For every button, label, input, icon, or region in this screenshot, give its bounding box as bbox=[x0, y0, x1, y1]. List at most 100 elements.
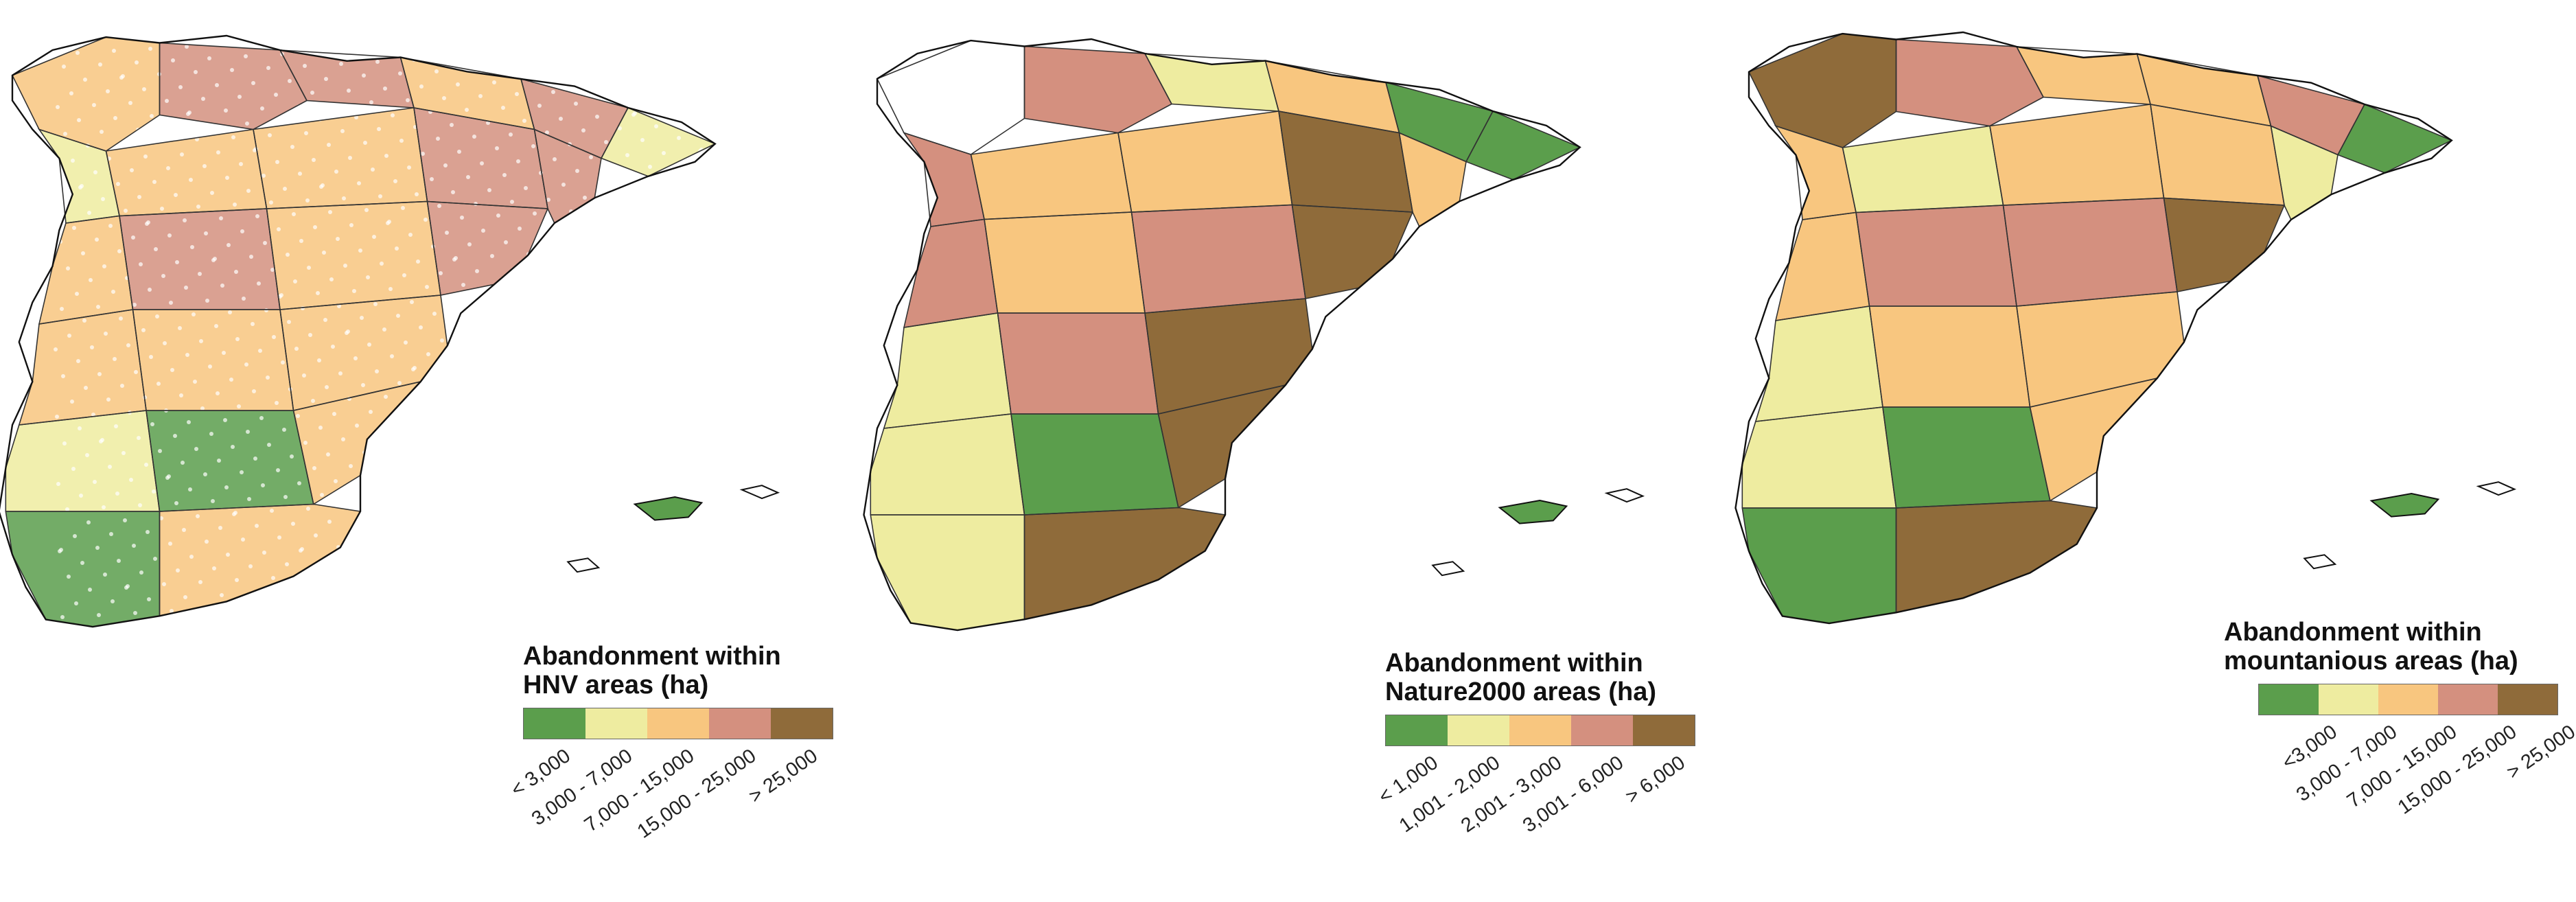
texture-dot bbox=[513, 334, 517, 338]
texture-dot bbox=[393, 489, 397, 493]
texture-dot bbox=[271, 576, 275, 580]
texture-dot bbox=[492, 80, 496, 84]
texture-dot bbox=[385, 462, 389, 466]
region-area bbox=[1024, 46, 1172, 133]
texture-dot bbox=[704, 349, 708, 354]
texture-dot bbox=[359, 625, 363, 627]
texture-dot bbox=[548, 265, 552, 269]
texture-dot bbox=[640, 138, 645, 142]
texture-dot bbox=[304, 131, 308, 135]
texture-dot bbox=[363, 141, 367, 145]
texture-dot bbox=[347, 89, 351, 93]
texture-dot bbox=[88, 588, 92, 592]
texture-dot bbox=[445, 539, 450, 543]
texture-dot bbox=[498, 40, 502, 44]
texture-dot bbox=[481, 229, 485, 233]
texture-dot bbox=[739, 280, 743, 284]
texture-dot bbox=[430, 177, 434, 181]
region-area bbox=[877, 41, 1025, 154]
texture-dot bbox=[721, 469, 726, 473]
texture-dot bbox=[406, 98, 410, 102]
texture-dot bbox=[196, 514, 200, 518]
texture-dot bbox=[120, 384, 124, 388]
texture-dot bbox=[732, 321, 736, 325]
texture-dot bbox=[442, 96, 446, 100]
texture-dot bbox=[331, 345, 335, 349]
texture-dot bbox=[675, 378, 679, 382]
texture-dot bbox=[121, 451, 126, 455]
texture-dot bbox=[731, 253, 735, 257]
texture-dot bbox=[496, 523, 500, 527]
region-border bbox=[1023, 45, 1173, 134]
texture-dot bbox=[607, 583, 612, 587]
texture-dot bbox=[266, 375, 270, 380]
texture-dot bbox=[607, 275, 611, 279]
texture-dot bbox=[322, 251, 326, 255]
texture-dot bbox=[283, 187, 287, 191]
texture-dot bbox=[382, 327, 386, 332]
texture-dot bbox=[467, 552, 471, 556]
region-border bbox=[159, 42, 308, 130]
texture-dot bbox=[464, 417, 468, 421]
texture-dot bbox=[102, 505, 106, 509]
texture-dot bbox=[348, 156, 352, 160]
texture-dot bbox=[175, 260, 179, 264]
texture-dot bbox=[70, 400, 74, 404]
texture-dot bbox=[450, 123, 454, 127]
texture-dot bbox=[199, 339, 203, 343]
texture-dot bbox=[433, 620, 437, 624]
texture-dot bbox=[726, 361, 730, 365]
texture-dot bbox=[632, 421, 636, 425]
texture-dot bbox=[534, 279, 538, 283]
texture-dot bbox=[281, 119, 286, 124]
texture-dot bbox=[112, 49, 116, 53]
texture-dot bbox=[297, 481, 301, 485]
texture-dot bbox=[505, 308, 509, 312]
legend-color-bar bbox=[523, 708, 833, 739]
texture-dot bbox=[355, 424, 359, 428]
texture-dot bbox=[262, 174, 266, 178]
region-area bbox=[1279, 111, 1413, 212]
texture-dot bbox=[357, 181, 361, 185]
texture-dot bbox=[141, 328, 146, 332]
texture-dot bbox=[729, 496, 733, 500]
texture-dot bbox=[220, 284, 224, 288]
texture-dot bbox=[277, 535, 281, 540]
texture-dot bbox=[62, 441, 67, 446]
texture-dot bbox=[147, 597, 151, 601]
texture-dot bbox=[421, 460, 426, 464]
region-area bbox=[1399, 132, 1466, 227]
texture-dot bbox=[251, 322, 255, 326]
texture-dot bbox=[494, 456, 498, 460]
texture-dot bbox=[187, 111, 192, 115]
texture-dot bbox=[253, 456, 257, 461]
texture-dot bbox=[670, 486, 674, 490]
texture-dot bbox=[712, 67, 715, 71]
texture-dot bbox=[73, 534, 77, 538]
legend-title-line-1: Abandonment within bbox=[1385, 649, 1643, 678]
texture-dot bbox=[345, 639, 349, 643]
country-outline bbox=[1734, 31, 2453, 625]
texture-dot bbox=[482, 537, 486, 541]
texture-dot bbox=[148, 47, 152, 51]
texture-dot bbox=[62, 65, 66, 69]
texture-dot bbox=[275, 401, 279, 405]
texture-dot bbox=[660, 325, 664, 329]
texture-dot bbox=[516, 159, 520, 163]
region-area bbox=[1145, 54, 1279, 111]
texture-dot bbox=[565, 76, 569, 80]
texture-dot bbox=[510, 200, 514, 204]
texture-dot bbox=[628, 219, 632, 223]
texture-dot bbox=[478, 94, 483, 98]
texture-dot bbox=[476, 577, 480, 581]
texture-dot bbox=[325, 385, 329, 389]
texture-dot bbox=[585, 571, 589, 575]
texture-dot bbox=[167, 233, 172, 238]
texture-dot bbox=[650, 540, 654, 544]
texture-dot bbox=[143, 154, 148, 159]
texture-dot bbox=[201, 97, 205, 101]
texture-dot bbox=[153, 557, 157, 561]
texture-dot bbox=[647, 97, 651, 102]
texture-dot bbox=[564, 627, 568, 631]
texture-dot bbox=[85, 453, 89, 457]
